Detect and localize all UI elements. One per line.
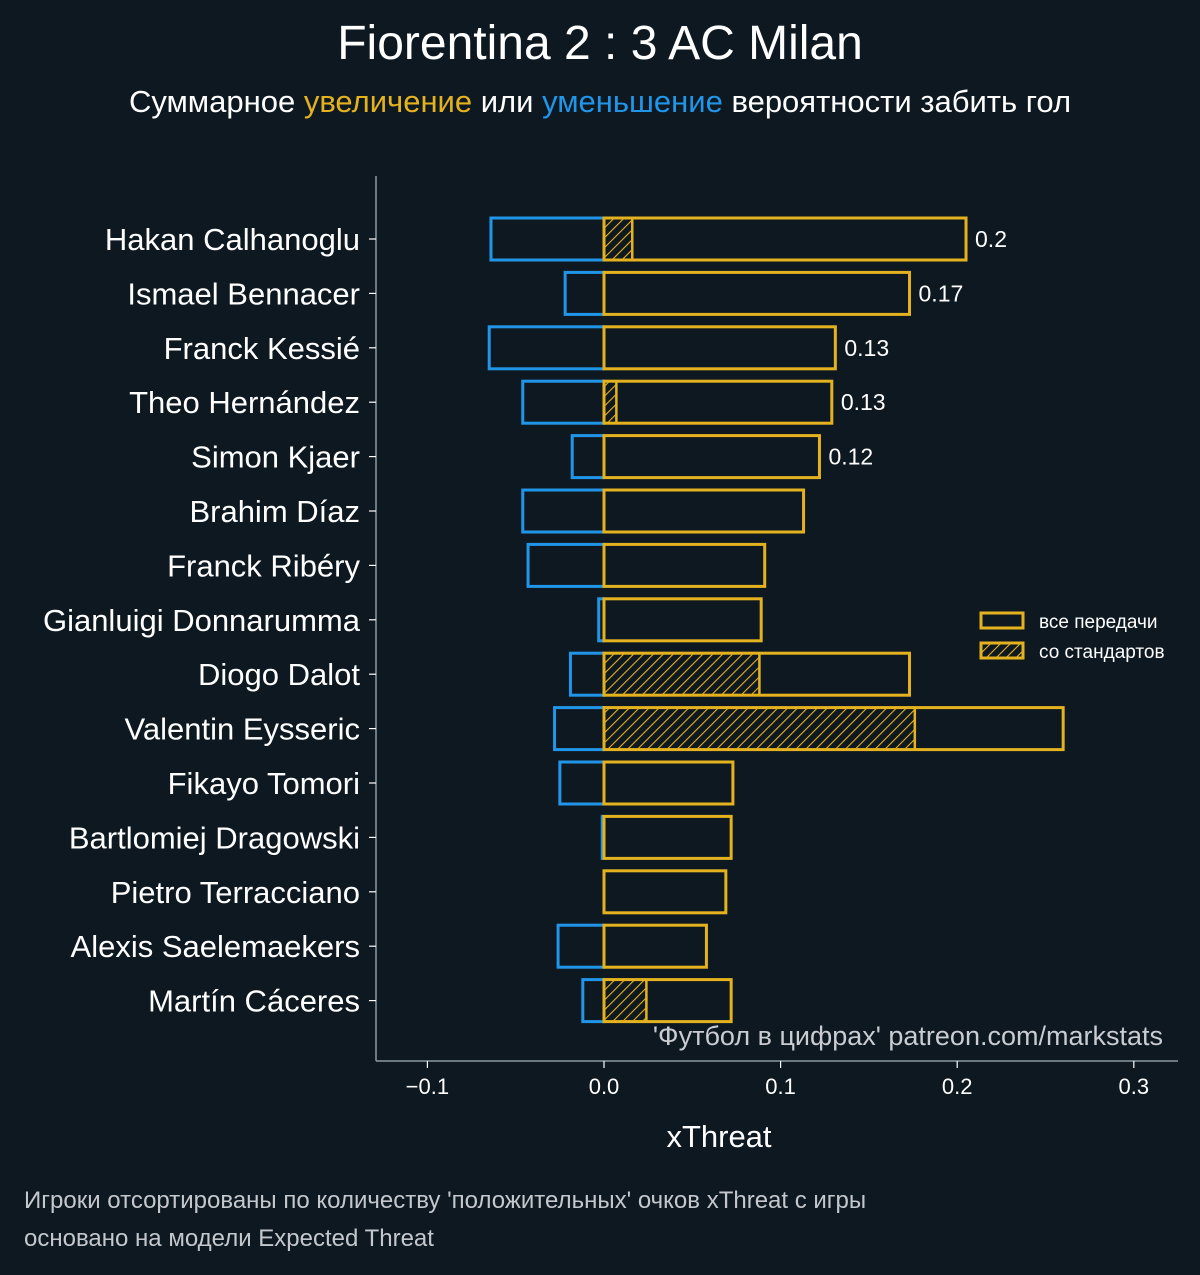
positive-bar: [602, 434, 821, 480]
player-label: Franck Kessié: [164, 331, 360, 366]
subtitle-middle: или: [472, 84, 543, 119]
x-tick-label: 0.1: [765, 1074, 796, 1099]
set-piece-bar: [602, 706, 917, 751]
positive-bar: [602, 706, 1065, 752]
positive-bar: [602, 978, 733, 1024]
legend-swatch-all-passes: [979, 611, 1025, 630]
positive-bar: [602, 325, 837, 371]
positive-bar: [602, 814, 733, 860]
player-label: Gianluigi Donnarumma: [43, 603, 361, 638]
positive-bar: [602, 869, 728, 915]
player-label: Pietro Terracciano: [111, 875, 360, 910]
value-label: 0.2: [975, 226, 1007, 252]
legend-label-all-passes: все передачи: [1039, 612, 1158, 633]
negative-bar: [526, 542, 606, 588]
value-label: 0.13: [844, 335, 889, 361]
value-label: 0.17: [919, 280, 964, 306]
chart-title: Fiorentina 2 : 3 AC Milan: [337, 17, 863, 70]
value-label: 0.13: [841, 389, 886, 415]
set-piece-bar: [602, 978, 648, 1023]
legend-label-set-pieces: со стандартов: [1039, 642, 1165, 663]
x-tick-label: 0.2: [942, 1074, 973, 1099]
footer-note-line-2: основано на модели Expected Threat: [24, 1225, 434, 1252]
legend-swatch-set-pieces: [979, 641, 1025, 660]
negative-bar: [553, 706, 606, 752]
player-label: Franck Ribéry: [167, 548, 360, 583]
positive-bar: [602, 379, 834, 425]
player-label: Hakan Calhanoglu: [105, 222, 360, 257]
x-tick-label: 0.3: [1119, 1074, 1150, 1099]
player-label: Diogo Dalot: [198, 657, 360, 692]
positive-bar: [602, 923, 708, 969]
positive-bar: [602, 488, 806, 534]
player-label: Valentin Eysseric: [125, 712, 360, 747]
set-piece-bar: [602, 651, 761, 697]
player-label: Simon Kjaer: [191, 440, 360, 475]
player-label: Fikayo Tomori: [168, 766, 360, 801]
player-label: Brahim Díaz: [189, 494, 360, 529]
negative-bar: [489, 216, 606, 262]
watermark: 'Футбол в цифрах' patreon.com/markstats: [653, 1021, 1163, 1051]
player-label: Theo Hernández: [129, 385, 360, 420]
x-tick-label: −0.1: [406, 1074, 449, 1099]
positive-bar: [602, 760, 735, 806]
negative-bar: [581, 978, 606, 1024]
player-label: Ismael Bennacer: [127, 276, 360, 311]
subtitle-negative-word: уменьшение: [542, 84, 723, 119]
negative-bar: [570, 434, 606, 480]
negative-bar: [556, 923, 606, 969]
x-tick-label: 0.0: [589, 1074, 620, 1099]
footer-note-line-1: Игроки отсортированы по количеству 'поло…: [24, 1187, 867, 1214]
negative-bar: [521, 379, 606, 425]
negative-bar: [521, 488, 606, 534]
negative-bar: [568, 651, 606, 697]
negative-bar: [563, 270, 606, 316]
x-axis-label: xThreat: [666, 1119, 771, 1154]
positive-bar: [602, 597, 763, 643]
subtitle-positive-word: увеличение: [303, 84, 473, 119]
positive-bar: [602, 216, 968, 262]
legend: все передачи со стандартов: [979, 611, 1165, 663]
chart-subtitle: Суммарное увеличение или уменьшение веро…: [0, 84, 1200, 120]
positive-bar: [602, 542, 767, 588]
subtitle-prefix: Суммарное: [128, 84, 304, 119]
negative-bar: [558, 760, 606, 806]
positive-bar: [602, 651, 912, 697]
set-piece-bar: [602, 216, 634, 262]
set-piece-bar: [602, 379, 618, 425]
subtitle-suffix: вероятности забить гол: [722, 84, 1072, 119]
positive-bar: [602, 270, 912, 316]
player-label: Martín Cáceres: [148, 984, 360, 1019]
player-label: Bartlomiej Dragowski: [69, 820, 360, 855]
player-label: Alexis Saelemaekers: [71, 929, 360, 964]
value-label: 0.12: [828, 444, 873, 470]
negative-bar: [487, 325, 606, 371]
